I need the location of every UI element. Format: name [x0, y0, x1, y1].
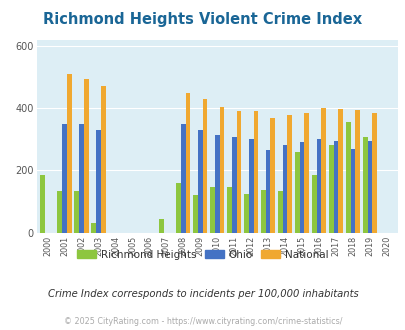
Bar: [316, 139, 321, 233]
Bar: [248, 139, 253, 233]
Bar: [367, 141, 371, 233]
Bar: [321, 108, 325, 233]
Bar: [79, 124, 84, 233]
Bar: [74, 191, 79, 233]
Bar: [328, 146, 333, 233]
Bar: [287, 115, 292, 233]
Bar: [176, 183, 181, 233]
Bar: [299, 142, 304, 233]
Bar: [100, 86, 105, 233]
Bar: [345, 122, 350, 233]
Bar: [243, 194, 248, 233]
Bar: [337, 109, 342, 233]
Bar: [265, 150, 270, 233]
Bar: [214, 135, 219, 233]
Bar: [197, 130, 202, 233]
Bar: [67, 74, 71, 233]
Bar: [260, 190, 265, 233]
Text: © 2025 CityRating.com - https://www.cityrating.com/crime-statistics/: © 2025 CityRating.com - https://www.city…: [64, 317, 341, 326]
Bar: [277, 191, 282, 233]
Bar: [91, 223, 96, 233]
Bar: [282, 146, 287, 233]
Bar: [209, 186, 214, 233]
Bar: [333, 141, 337, 233]
Bar: [96, 130, 100, 233]
Bar: [304, 113, 308, 233]
Bar: [354, 110, 359, 233]
Bar: [362, 137, 367, 233]
Bar: [202, 99, 207, 233]
Legend: Richmond Heights, Ohio, National: Richmond Heights, Ohio, National: [72, 246, 333, 264]
Bar: [40, 175, 45, 233]
Bar: [294, 152, 299, 233]
Bar: [193, 195, 197, 233]
Bar: [350, 148, 354, 233]
Bar: [226, 186, 231, 233]
Bar: [62, 124, 67, 233]
Bar: [231, 137, 236, 233]
Bar: [159, 219, 164, 233]
Bar: [181, 124, 185, 233]
Bar: [84, 79, 88, 233]
Bar: [236, 111, 241, 233]
Text: Richmond Heights Violent Crime Index: Richmond Heights Violent Crime Index: [43, 12, 362, 26]
Bar: [371, 114, 376, 233]
Bar: [270, 118, 275, 233]
Bar: [185, 92, 190, 233]
Bar: [57, 191, 62, 233]
Bar: [311, 175, 316, 233]
Text: Crime Index corresponds to incidents per 100,000 inhabitants: Crime Index corresponds to incidents per…: [47, 289, 358, 299]
Bar: [253, 111, 258, 233]
Bar: [219, 107, 224, 233]
